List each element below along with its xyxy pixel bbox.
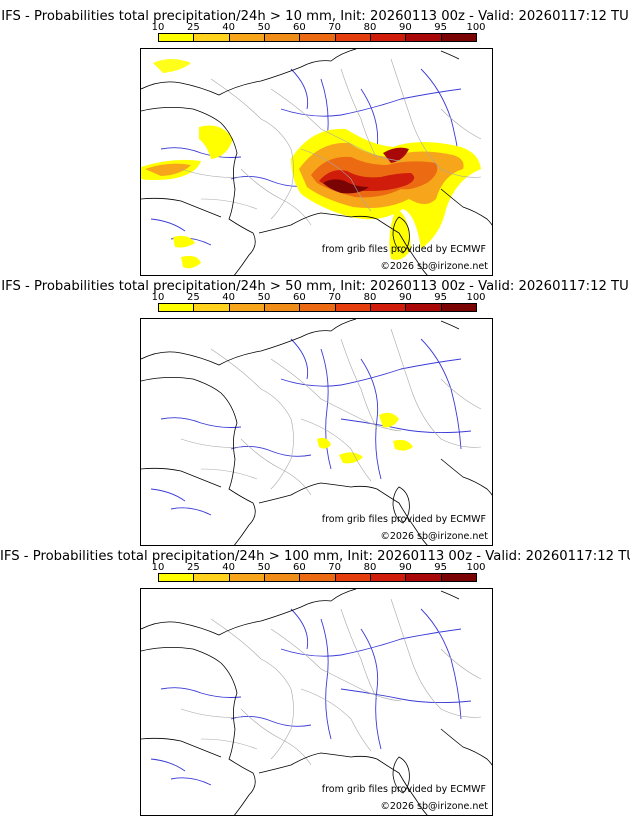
colorbar-swatch (405, 303, 442, 312)
colorbar-swatch (193, 33, 230, 42)
colorbar-swatch (370, 303, 407, 312)
copyright-notice: ©2026 sb@irizone.net (380, 261, 488, 272)
map-svg (141, 319, 492, 545)
colorbar-swatch (193, 303, 230, 312)
colorbar-swatch (405, 33, 442, 42)
colorbar-tick-label: 25 (186, 22, 200, 33)
panel-title: IFS - Probabilities total precipitation/… (1, 279, 629, 294)
copyright-notice: ©2026 sb@irizone.net (380, 801, 488, 812)
precipitation-map: from grib files provided by ECMWF ©2026 … (140, 588, 493, 816)
copyright-notice: ©2026 sb@irizone.net (380, 531, 488, 542)
colorbar-tick-label: 60 (292, 292, 306, 303)
colorbar-swatch (228, 33, 265, 42)
admin-borders (180, 58, 482, 226)
colorbar-tick-label: 60 (292, 22, 306, 33)
coastline (141, 319, 492, 545)
coastline (141, 49, 492, 275)
map-panel-100mm: IFS - Probabilities total precipitation/… (0, 540, 630, 816)
colorbar-swatch (334, 303, 371, 312)
colorbar-tick-label: 100 (466, 292, 486, 303)
colorbar-tick-label: 10 (151, 562, 165, 573)
colorbar-tick-label: 25 (186, 292, 200, 303)
map-panel-10mm: IFS - Probabilities total precipitation/… (0, 0, 630, 276)
colorbar-swatch (228, 573, 265, 582)
colorbar-swatch (299, 573, 336, 582)
colorbar-tick-label: 60 (292, 562, 306, 573)
colorbar-tick-label: 90 (398, 22, 412, 33)
colorbar-tick-label: 95 (434, 562, 448, 573)
colorbar (158, 573, 477, 582)
colorbar-tick-label: 40 (222, 562, 236, 573)
data-credit: from grib files provided by ECMWF (321, 514, 486, 525)
colorbar-swatch (264, 33, 301, 42)
data-credit: from grib files provided by ECMWF (321, 244, 486, 255)
colorbar-tick-label: 10 (151, 292, 165, 303)
rivers (150, 608, 472, 786)
data-credit: from grib files provided by ECMWF (321, 784, 486, 795)
colorbar-tick-label: 10 (151, 22, 165, 33)
colorbar-tick-label: 70 (328, 22, 342, 33)
colorbar-swatch (370, 33, 407, 42)
colorbar-swatch (370, 573, 407, 582)
colorbar-tick-label: 40 (222, 292, 236, 303)
colorbar-swatch (440, 303, 477, 312)
map-panel-50mm: IFS - Probabilities total precipitation/… (0, 270, 630, 546)
colorbar-swatch (158, 573, 195, 582)
colorbar-tick-label: 100 (466, 562, 486, 573)
colorbar (158, 303, 477, 312)
colorbar-tick-label: 95 (434, 22, 448, 33)
colorbar-swatch (440, 33, 477, 42)
admin-borders (180, 328, 482, 496)
coastline (141, 589, 492, 815)
precipitation-map: from grib files provided by ECMWF ©2026 … (140, 318, 493, 546)
colorbar-swatch (299, 33, 336, 42)
admin-borders (180, 598, 482, 766)
colorbar-swatch (193, 573, 230, 582)
map-svg (141, 49, 492, 275)
precip-field (141, 59, 481, 269)
colorbar-swatch (228, 303, 265, 312)
panel-title: IFS - Probabilities total precipitation/… (1, 9, 629, 24)
colorbar-tick-label: 70 (328, 562, 342, 573)
colorbar-swatch (264, 573, 301, 582)
colorbar-tick-label: 70 (328, 292, 342, 303)
colorbar-tick-label: 80 (363, 292, 377, 303)
colorbar (158, 33, 477, 42)
precipitation-map: from grib files provided by ECMWF ©2026 … (140, 48, 493, 276)
rivers (150, 338, 472, 516)
colorbar-tick-label: 50 (257, 562, 271, 573)
colorbar-tick-label: 50 (257, 22, 271, 33)
colorbar-swatch (440, 573, 477, 582)
colorbar-tick-label: 25 (186, 562, 200, 573)
colorbar-tick-label: 90 (398, 562, 412, 573)
map-svg (141, 589, 492, 815)
colorbar-swatch (299, 303, 336, 312)
colorbar-swatch (158, 33, 195, 42)
colorbar-swatch (334, 33, 371, 42)
colorbar-swatch (405, 573, 442, 582)
colorbar-tick-label: 40 (222, 22, 236, 33)
colorbar-tick-label: 80 (363, 22, 377, 33)
colorbar-tick-label: 90 (398, 292, 412, 303)
colorbar-swatch (264, 303, 301, 312)
colorbar-swatch (334, 573, 371, 582)
colorbar-tick-label: 95 (434, 292, 448, 303)
colorbar-tick-label: 80 (363, 562, 377, 573)
colorbar-tick-label: 100 (466, 22, 486, 33)
panel-title: IFS - Probabilities total precipitation/… (0, 549, 630, 564)
colorbar-swatch (158, 303, 195, 312)
colorbar-tick-label: 50 (257, 292, 271, 303)
precip-field (317, 412, 413, 464)
